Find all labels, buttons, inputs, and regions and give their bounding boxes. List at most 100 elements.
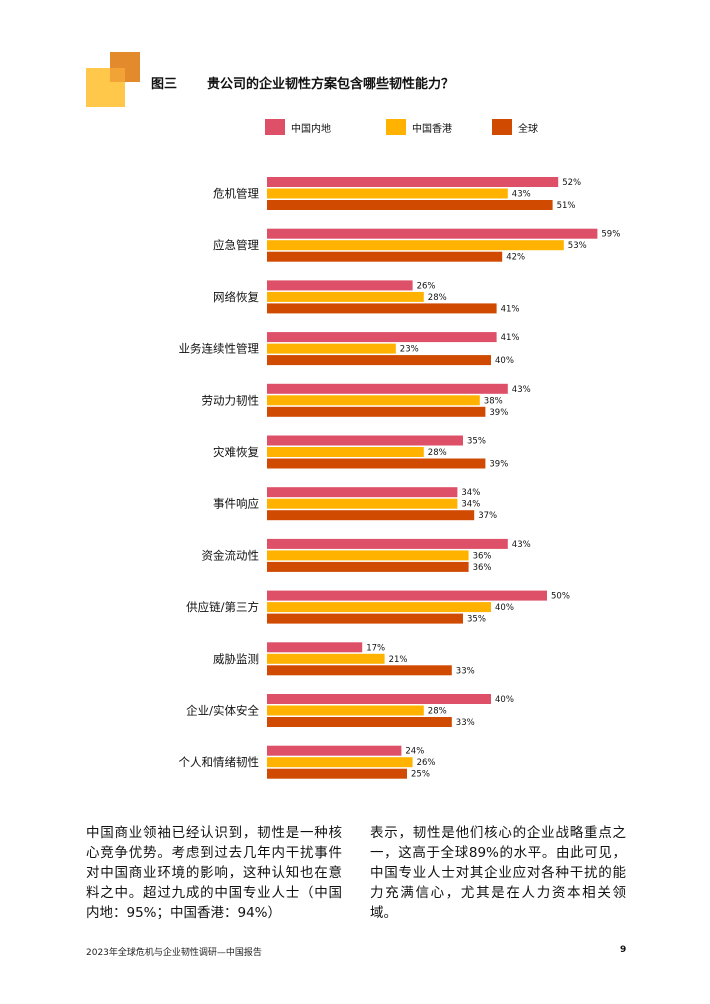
legend-label-hongkong: 中国香港 xyxy=(412,123,452,135)
figure-title: 贵公司的企业韧性方案包含哪些韧性能力？ xyxy=(207,77,455,92)
category-label: 个人和情绪韧性 xyxy=(179,755,260,769)
bar-global xyxy=(267,303,497,314)
data-label-hongkong: 28% xyxy=(428,448,447,458)
data-label-global: 42% xyxy=(506,253,525,263)
legend-label-mainland: 中国内地 xyxy=(291,123,331,135)
bar-hongkong xyxy=(267,550,469,561)
data-label-hongkong: 38% xyxy=(484,396,503,406)
bar-global xyxy=(267,200,553,210)
category-label: 企业/实体安全 xyxy=(186,704,259,718)
category-label: 供应链/第三方 xyxy=(186,600,259,614)
data-label-global: 39% xyxy=(489,460,508,470)
bar-global xyxy=(267,613,463,624)
data-label-mainland: 40% xyxy=(495,695,514,705)
data-label-hongkong: 34% xyxy=(461,500,480,510)
data-label-mainland: 43% xyxy=(512,540,531,550)
data-label-hongkong: 53% xyxy=(568,241,587,251)
body-text-column-2: 表示，韧性是他们核心的企业战略重点之一，这高于全球89%的水平。由此可见，中国专… xyxy=(370,825,626,921)
bar-mainland xyxy=(267,642,363,653)
bar-global xyxy=(267,251,503,262)
body-text-column-1: 中国商业领袖已经认识到，韧性是一种核心竞争优势。考虑到过去几年内干扰事件对中国商… xyxy=(86,825,342,921)
data-label-hongkong: 21% xyxy=(389,655,408,665)
bar-hongkong xyxy=(267,498,458,509)
bar-hongkong xyxy=(267,757,413,768)
data-label-mainland: 35% xyxy=(467,437,486,447)
bar-mainland xyxy=(267,332,497,343)
bar-global xyxy=(267,510,475,521)
legend-item-hongkong: 中国香港 xyxy=(386,117,452,137)
data-label-hongkong: 26% xyxy=(417,758,436,768)
bar-mainland xyxy=(267,538,508,549)
bar-global xyxy=(267,458,486,469)
bar-mainland xyxy=(267,745,402,756)
data-label-mainland: 59% xyxy=(601,230,620,240)
data-label-hongkong: 36% xyxy=(473,551,492,561)
data-label-mainland: 24% xyxy=(405,747,424,757)
data-label-mainland: 26% xyxy=(417,281,436,291)
bar-hongkong xyxy=(267,395,480,406)
bar-hongkong xyxy=(267,291,424,302)
category-label: 劳动力韧性 xyxy=(202,393,260,407)
page-number: 9 xyxy=(620,945,627,955)
data-label-mainland: 17% xyxy=(366,643,385,653)
logo-square-overlap xyxy=(110,68,125,82)
bar-mainland xyxy=(267,487,458,498)
legend-swatch-global xyxy=(492,119,512,135)
category-label: 网络恢复 xyxy=(213,290,259,304)
bar-hongkong xyxy=(267,653,385,664)
figure-label: 图三 xyxy=(151,77,178,92)
bar-mainland xyxy=(267,177,559,187)
legend-swatch-hongkong xyxy=(386,119,406,135)
data-label-global: 33% xyxy=(456,666,475,676)
data-label-global: 36% xyxy=(473,563,492,573)
data-label-global: 37% xyxy=(478,511,497,521)
data-label-mainland: 41% xyxy=(501,333,520,343)
bar-mainland xyxy=(267,383,508,394)
data-label-hongkong: 23% xyxy=(400,345,419,355)
bar-mainland xyxy=(267,694,491,704)
bar-mainland xyxy=(267,435,463,446)
data-label-global: 33% xyxy=(456,718,475,728)
data-label-hongkong: 28% xyxy=(428,707,447,717)
data-label-global: 35% xyxy=(467,615,486,625)
bar-mainland xyxy=(267,228,598,239)
bar-hongkong xyxy=(267,705,424,716)
data-label-mainland: 43% xyxy=(512,385,531,395)
bar-global xyxy=(267,406,486,417)
bar-hongkong xyxy=(267,188,508,199)
footer-report-title: 2023年全球危机与企业韧性调研—中国报告 xyxy=(86,948,262,958)
bar-mainland xyxy=(267,590,547,601)
bar-mainland xyxy=(267,280,413,291)
bar-hongkong xyxy=(267,447,424,457)
legend-item-global: 全球 xyxy=(492,117,538,137)
data-label-mainland: 34% xyxy=(461,488,480,498)
category-label: 灾难恢复 xyxy=(213,445,259,459)
bar-global xyxy=(267,768,407,779)
bar-hongkong xyxy=(267,240,564,251)
data-label-global: 40% xyxy=(495,356,514,366)
data-label-global: 41% xyxy=(501,304,520,314)
data-label-hongkong: 28% xyxy=(428,293,447,303)
data-label-hongkong: 40% xyxy=(495,603,514,613)
category-label: 危机管理 xyxy=(213,187,259,201)
data-label-global: 39% xyxy=(489,408,508,418)
legend-swatch-mainland xyxy=(265,119,285,135)
category-label: 资金流动性 xyxy=(202,548,260,562)
legend-item-mainland: 中国内地 xyxy=(265,117,331,137)
data-label-global: 25% xyxy=(411,770,430,780)
bar-global xyxy=(267,717,452,727)
category-label: 应急管理 xyxy=(213,238,259,252)
legend-label-global: 全球 xyxy=(518,123,538,135)
data-label-hongkong: 43% xyxy=(512,190,531,200)
data-label-mainland: 52% xyxy=(562,178,581,188)
data-label-global: 51% xyxy=(557,201,576,211)
bar-hongkong xyxy=(267,602,491,613)
category-label: 威胁监测 xyxy=(213,652,259,666)
bar-hongkong xyxy=(267,343,396,354)
data-label-mainland: 50% xyxy=(551,592,570,602)
category-label: 事件响应 xyxy=(213,497,259,511)
bar-chart: 危机管理 52% 43% 51% 应急管理 59% 53% 42% 网络恢复 26% 28% 41% 业… xyxy=(179,177,620,780)
category-label: 业务连续性管理 xyxy=(179,342,260,356)
bar-global xyxy=(267,355,491,366)
bar-global xyxy=(267,561,469,572)
